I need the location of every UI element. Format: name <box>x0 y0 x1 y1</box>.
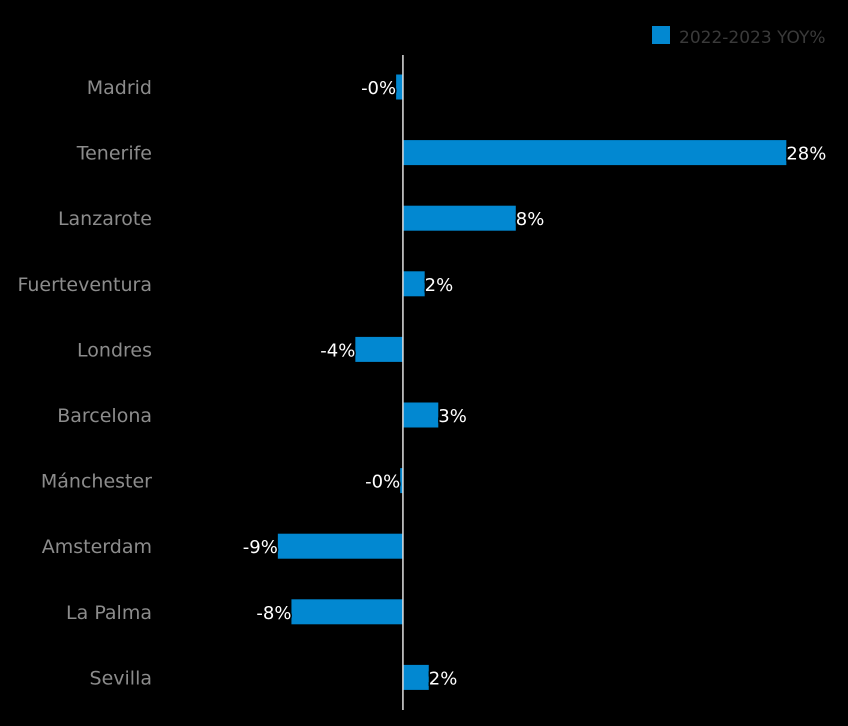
value-label-londres: -4% <box>320 340 355 361</box>
category-label-madrid: Madrid <box>87 77 152 99</box>
value-label-manchester: -0% <box>365 472 400 493</box>
value-label-madrid: -0% <box>361 78 396 99</box>
value-label-barcelona: 3% <box>438 406 467 427</box>
bar-sevilla <box>402 664 429 690</box>
value-label-sevilla: 2% <box>429 668 458 689</box>
category-label-tenerife: Tenerife <box>76 143 152 165</box>
category-label-manchester: Mánchester <box>41 471 152 493</box>
bar-fuerteventura <box>402 271 425 297</box>
legend: 2022-2023 YOY% <box>652 26 826 48</box>
category-label-la-palma: La Palma <box>66 602 152 624</box>
category-label-barcelona: Barcelona <box>57 405 152 427</box>
value-labels: -0% 28% 8% 2% -4% 3% -0% -9% -8% 2% <box>241 77 828 691</box>
bars <box>277 74 787 690</box>
legend-label: 2022-2023 YOY% <box>679 28 826 48</box>
value-label-la-palma: -8% <box>256 603 291 624</box>
value-label-fuerteventura: 2% <box>425 275 454 296</box>
bar-barcelona <box>402 402 439 428</box>
value-label-tenerife: 28% <box>786 144 826 165</box>
value-label-lanzarote: 8% <box>516 209 545 230</box>
bar-amsterdam <box>277 533 403 559</box>
category-label-fuerteventura: Fuerteventura <box>18 274 153 296</box>
bar-lanzarote <box>402 205 516 231</box>
bar-londres <box>355 336 403 362</box>
bar-manchester <box>400 468 403 494</box>
category-label-londres: Londres <box>77 339 152 361</box>
legend-swatch <box>652 26 670 44</box>
category-labels: Madrid Tenerife Lanzarote Fuerteventura Lond… <box>18 77 153 689</box>
category-label-amsterdam: Amsterdam <box>42 536 152 558</box>
category-label-sevilla: Sevilla <box>90 667 152 689</box>
bar-tenerife <box>402 140 787 166</box>
category-label-lanzarote: Lanzarote <box>58 208 152 230</box>
bar-madrid <box>396 74 403 100</box>
value-label-amsterdam: -9% <box>243 537 278 558</box>
bar-la-palma <box>291 599 403 625</box>
